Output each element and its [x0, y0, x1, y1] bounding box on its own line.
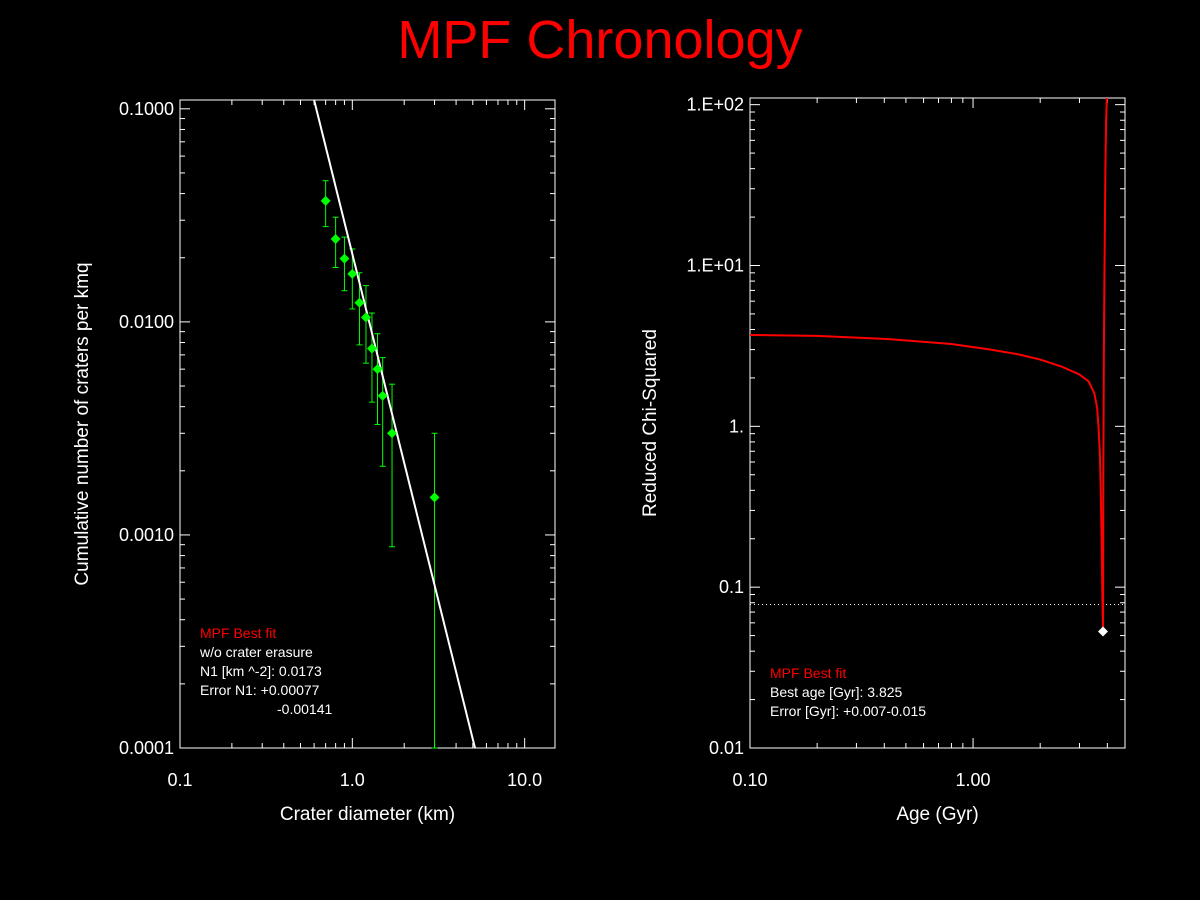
right-ytick-label: 1.E+02 [686, 95, 744, 115]
left-legend-title: MPF Best fit [200, 625, 276, 641]
left-ytick-label: 0.0001 [119, 738, 174, 758]
left-xtick-label: 0.1 [167, 770, 192, 790]
left-ytick-label: 0.0100 [119, 312, 174, 332]
page-title: MPF Chronology [397, 10, 803, 70]
crater-size-frequency-chart: 0.1 1.0 10.0 0.0001 0.0010 0.0100 0.1000 Crater… [72, 99, 556, 825]
right-ytick-label: 0.01 [709, 738, 744, 758]
chi-squared-curve [749, 97, 1108, 629]
chi-squared-chart: 0.10 1.00 0.01 0.1 1. 1.E+01 1.E+02 Age (Gyr) Re… [640, 95, 1126, 825]
left-ylabel: Cumulative number of craters per kmq [72, 262, 93, 585]
left-frame [179, 99, 556, 749]
best-age-point [1098, 626, 1109, 637]
left-legend-line: w/o crater erasure [199, 644, 313, 660]
data-point [347, 268, 358, 279]
right-ytick-label: 1. [729, 416, 744, 436]
right-ytick-label: 0.1 [719, 577, 744, 597]
data-point [387, 428, 398, 439]
left-legend-line: -0.00141 [277, 701, 332, 717]
left-xtick-label: 10.0 [507, 770, 542, 790]
data-point [339, 253, 350, 264]
right-frame [749, 97, 1126, 749]
left-legend-line: N1 [km ^-2]: 0.0173 [200, 663, 322, 679]
data-point [372, 364, 383, 375]
right-legend-line: Best age [Gyr]: 3.825 [770, 684, 903, 700]
left-xlabel: Crater diameter (km) [280, 804, 455, 825]
fit-line [313, 99, 476, 749]
data-point [360, 312, 371, 323]
left-xtick-label: 1.0 [340, 770, 365, 790]
right-legend-title: MPF Best fit [770, 665, 846, 681]
right-xtick-label: 0.10 [732, 770, 767, 790]
left-ytick-label: 0.1000 [119, 99, 174, 119]
right-ytick-label: 1.E+01 [686, 255, 744, 275]
data-point [429, 492, 440, 503]
data-point [320, 195, 331, 206]
right-xlabel: Age (Gyr) [896, 804, 978, 825]
left-legend-line: Error N1: +0.00077 [200, 682, 320, 698]
right-legend-line: Error [Gyr]: +0.007-0.015 [770, 703, 926, 719]
data-point [354, 297, 365, 308]
right-ylabel: Reduced Chi-Squared [640, 329, 661, 517]
data-point [366, 343, 377, 354]
left-ytick-label: 0.0010 [119, 525, 174, 545]
right-xtick-label: 1.00 [956, 770, 991, 790]
data-point [330, 233, 341, 244]
data-point [377, 390, 388, 401]
